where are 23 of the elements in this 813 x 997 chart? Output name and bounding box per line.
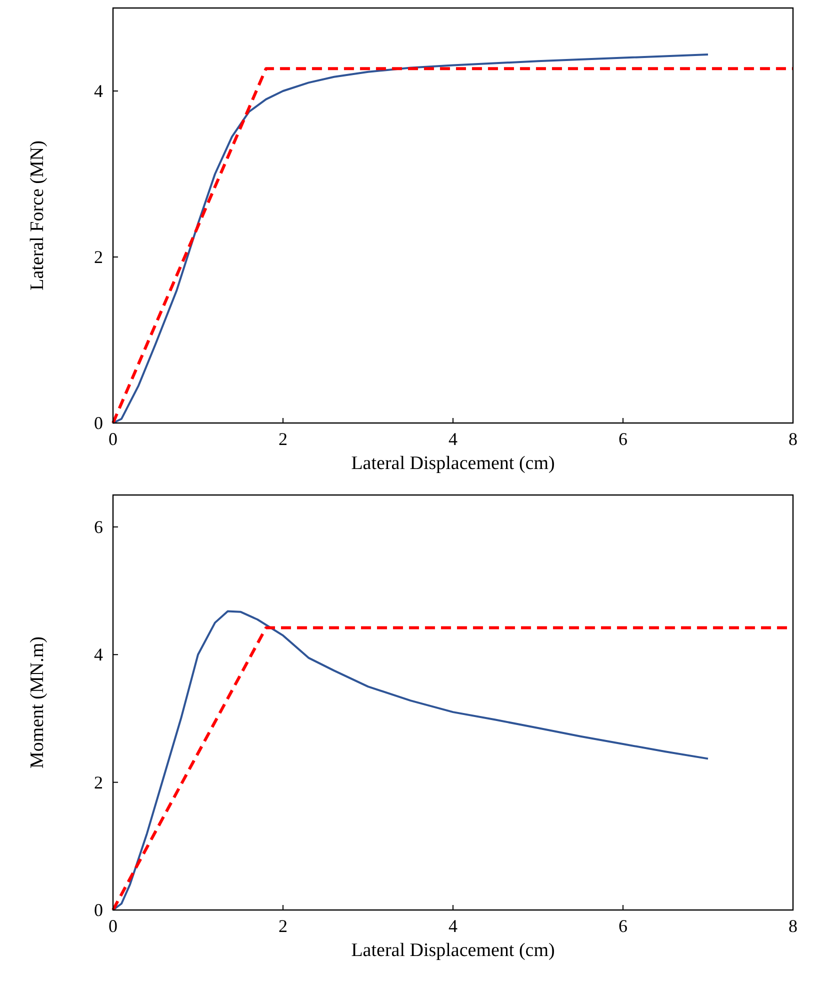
- y-tick-label: 4: [94, 644, 103, 665]
- x-tick-label: 0: [108, 916, 118, 936]
- x-tick-label: 4: [448, 916, 458, 936]
- y-tick-label: 4: [94, 81, 103, 101]
- x-axis-title: Lateral Displacement (cm): [351, 940, 555, 961]
- x-tick-label: 4: [448, 429, 458, 449]
- y-tick-label: 0: [94, 900, 103, 920]
- x-axis-title: Lateral Displacement (cm): [351, 453, 555, 474]
- y-tick-label: 2: [94, 247, 103, 267]
- line-series: [112, 610, 709, 911]
- x-tick-label: 8: [788, 916, 798, 936]
- x-tick-label: 0: [108, 429, 118, 449]
- y-tick-label: 0: [94, 413, 103, 433]
- x-tick-label: 6: [618, 916, 628, 936]
- y-axis-title: Lateral Force (MN): [27, 140, 48, 290]
- x-tick-label: 2: [278, 916, 288, 936]
- y-tick-label: 2: [94, 772, 103, 792]
- line-series: [112, 53, 709, 424]
- x-tick-label: 6: [618, 429, 628, 449]
- x-tick-label: 2: [278, 429, 288, 449]
- y-axis-title: Moment (MN.m): [27, 636, 48, 768]
- x-tick-label: 8: [788, 429, 798, 449]
- y-tick-label: 6: [94, 516, 103, 537]
